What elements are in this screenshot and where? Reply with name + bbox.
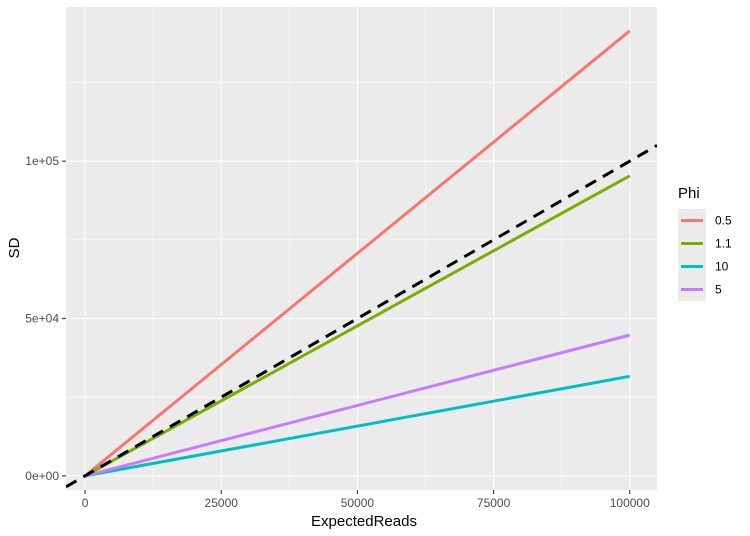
x-axis: 0 25000 50000 75000 100000 — [82, 490, 650, 510]
series-line-10 — [85, 374, 631, 478]
series-line-0-5 — [84, 29, 631, 477]
series-lines — [84, 29, 631, 478]
x-tick-label: 0 — [82, 496, 89, 510]
y-axis: 0e+00 5e+04 1e+05 — [25, 154, 66, 483]
major-gridlines — [66, 7, 657, 490]
reference-line — [66, 144, 657, 489]
legend: Phi 0.5 1.1 10 5 — [678, 185, 732, 301]
legend-label: 1.1 — [715, 237, 732, 251]
x-tick-label: 75000 — [477, 496, 511, 510]
legend-label: 5 — [715, 283, 722, 297]
x-axis-title: ExpectedReads — [311, 513, 417, 530]
y-tick-label: 5e+04 — [25, 312, 59, 326]
x-tick-label: 50000 — [341, 496, 375, 510]
y-axis-title: SD — [6, 237, 23, 258]
legend-title: Phi — [678, 185, 700, 202]
legend-label: 0.5 — [715, 214, 732, 228]
reference-line-group — [66, 144, 657, 489]
legend-label: 10 — [715, 260, 729, 274]
x-tick-label: 25000 — [205, 496, 239, 510]
series-line-1-1 — [84, 174, 631, 477]
y-tick-label: 0e+00 — [25, 469, 59, 483]
series-line-5 — [85, 333, 631, 478]
y-tick-label: 1e+05 — [25, 154, 59, 168]
x-tick-label: 100000 — [610, 496, 650, 510]
